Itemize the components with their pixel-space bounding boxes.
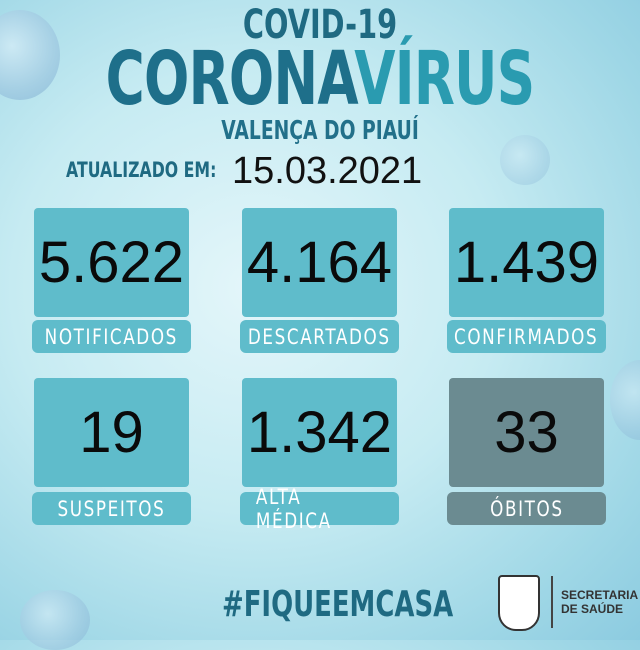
deaths-label: ÓBITOS: [447, 492, 606, 525]
confirmed-label: CONFIRMADOS: [447, 320, 606, 353]
update-date: 15.03.2021: [232, 150, 423, 192]
discarded-value: 4.164: [242, 208, 397, 317]
notified-value: 5.622: [34, 208, 189, 317]
hashtag: #FIQUEEMCASA: [222, 584, 454, 625]
confirmed-value: 1.439: [449, 208, 604, 317]
health-department-logo-text: SECRETARIA DE SAÚDE: [561, 588, 639, 616]
discharged-value: 1.342: [242, 378, 397, 487]
coronavirus-heading: CORONAVÍRUS: [90, 38, 551, 120]
divider: [551, 576, 553, 628]
suspected-label: SUSPEITOS: [32, 492, 191, 525]
corona-text: CORONA: [105, 36, 355, 122]
coat-of-arms-icon: [498, 575, 540, 631]
suspected-value: 19: [34, 378, 189, 487]
virus-text: VÍRUS: [354, 36, 535, 122]
discharged-label: ALTA MÉDICA: [240, 485, 399, 533]
virus-decoration-icon: [610, 360, 640, 440]
virus-decoration-icon: [0, 10, 60, 100]
virus-decoration-icon: [20, 590, 90, 650]
discarded-label: DESCARTADOS: [240, 320, 399, 353]
covid-heading: COVID-19: [242, 2, 398, 48]
deaths-value: 33: [449, 378, 604, 487]
virus-decoration-icon: [500, 135, 550, 185]
notified-label: NOTIFICADOS: [32, 320, 191, 353]
updated-label: ATUALIZADO EM:: [66, 158, 217, 182]
city-name: VALENÇA DO PIAUÍ: [221, 116, 419, 146]
